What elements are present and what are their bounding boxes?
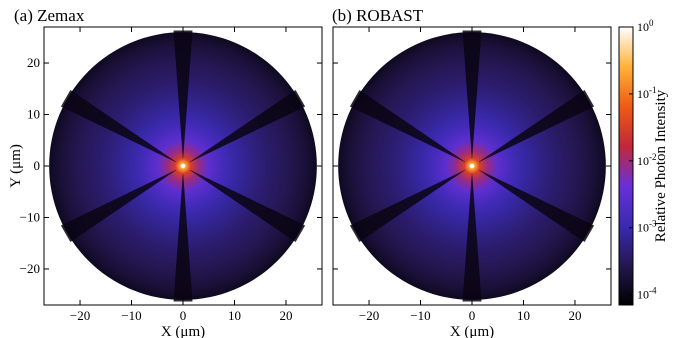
axis-ticks: −20 −10 0 10 20 — [333, 27, 611, 323]
spot-center — [180, 163, 186, 169]
y-tick-label: −20 — [20, 261, 40, 276]
panel-title: (a) Zemax — [14, 6, 85, 25]
x-tick-label: −10 — [121, 308, 141, 323]
y-tick-label: 0 — [34, 158, 41, 173]
x-tick-label: −20 — [359, 308, 379, 323]
spider-shadow — [189, 90, 306, 163]
spider-shadow — [349, 169, 466, 242]
spider-shadow — [173, 173, 193, 302]
spider-shadow — [173, 30, 193, 159]
spider-shadow — [478, 169, 595, 242]
x-tick-label: 0 — [180, 308, 187, 323]
x-tick-label: 10 — [228, 308, 241, 323]
spider-shadow — [189, 169, 306, 242]
colorbar-ticks: 100 10-1 10-2 10-3 10-4 — [629, 18, 657, 302]
y-tick-label: −10 — [20, 209, 40, 224]
y-axis-label: Y (μm) — [8, 144, 24, 188]
spider-shadow — [60, 90, 177, 163]
x-tick-label: −20 — [70, 308, 90, 323]
spider-shadow — [462, 173, 482, 302]
x-tick-label: 10 — [517, 308, 530, 323]
x-tick-label: 0 — [469, 308, 476, 323]
y-tick-label: 10 — [27, 107, 40, 122]
y-tick-label: 20 — [27, 55, 40, 70]
colorbar-gradient — [618, 26, 634, 306]
x-axis-label: X (μm) — [450, 324, 494, 338]
x-tick-label: −10 — [410, 308, 430, 323]
x-tick-label: 20 — [279, 308, 292, 323]
panel-robast: (b) ROBAST −20 −10 0 10 20 X (μm) — [332, 6, 612, 338]
spider-shadow — [478, 90, 595, 163]
colorbar-tick-label: 10-2 — [637, 152, 657, 168]
x-tick-label: 20 — [568, 308, 581, 323]
x-axis-label: X (μm) — [161, 324, 205, 338]
spot-image — [338, 30, 606, 302]
colorbar-label: Relative Photon Intensity — [653, 89, 669, 242]
axis-ticks: −20 −10 0 10 20 −20 −10 0 10 20 — [20, 27, 322, 323]
spot-image — [49, 30, 317, 302]
spider-shadow — [462, 30, 482, 159]
colorbar-tick-label: 10-1 — [637, 85, 657, 101]
colorbar-tick-label: 10-4 — [637, 286, 657, 302]
colorbar: 100 10-1 10-2 10-3 10-4 Relative Photon Inte… — [618, 18, 669, 306]
spider-shadow — [349, 90, 466, 163]
colorbar-tick-label: 10-3 — [637, 219, 657, 235]
panel-title: (b) ROBAST — [332, 6, 424, 25]
colorbar-tick-label: 100 — [637, 18, 654, 34]
spider-shadow — [60, 169, 177, 242]
spot-center — [469, 163, 475, 169]
